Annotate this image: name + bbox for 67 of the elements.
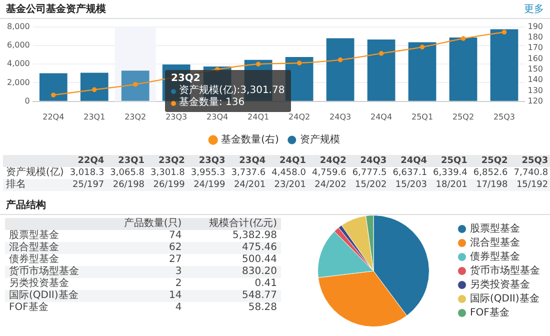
table-row: 混合型基金 62 475.46 xyxy=(5,242,281,254)
legend-label: 另类投资基金 xyxy=(470,278,530,291)
text: 0.41 xyxy=(254,278,278,290)
category-label: 股票型基金 xyxy=(9,230,59,241)
legend-label: FOF基金 xyxy=(470,306,510,319)
text: 4,458.0 xyxy=(270,167,307,179)
text: 更多 xyxy=(524,3,544,16)
x-tick-label: 22Q4 xyxy=(42,112,64,122)
text: 4 xyxy=(174,302,183,314)
text: 3,065.8 xyxy=(109,167,146,179)
legend-label: 债券型基金 xyxy=(470,250,520,263)
x-tick-label: 23Q1 xyxy=(84,112,106,122)
text: 3,955.3 xyxy=(190,167,226,179)
y2-tick-label: 120 xyxy=(528,96,544,106)
text: 6,339.4 xyxy=(432,167,468,179)
text: 3,018.3 xyxy=(68,167,106,179)
y2-tick-label: 190 xyxy=(528,22,544,31)
category-label: 债券型基金 xyxy=(9,254,59,265)
legend-label: 国际(QDII)基金 xyxy=(470,292,540,305)
text: 5,382.98 xyxy=(231,230,278,242)
y2-tick-label: 160 xyxy=(528,54,544,63)
y2-tick-label: 130 xyxy=(528,86,544,95)
y-tick-label: 6,000 xyxy=(6,40,30,50)
table-row: 货币市场型基金 3 830.20 xyxy=(5,266,281,278)
text: 74 xyxy=(168,230,183,242)
x-tick-label: 24Q2 xyxy=(288,112,310,122)
y2-tick-label: 180 xyxy=(528,32,544,42)
y-tick-label: 2,000 xyxy=(6,78,30,87)
x-tick-label: 25Q3 xyxy=(493,112,516,122)
text: 6,852.6 xyxy=(472,167,509,179)
legend-label: 基金数量(右) xyxy=(221,134,279,146)
x-tick-label: 25Q2 xyxy=(452,112,474,122)
text: 4,759.6 xyxy=(310,167,348,179)
text: 3,737.6 xyxy=(230,167,267,179)
x-tick-label: 24Q3 xyxy=(330,112,352,122)
legend-label: 货币市场型基金 xyxy=(470,264,540,277)
x-tick-label: 24Q4 xyxy=(370,112,392,122)
text: 500.44 xyxy=(241,254,278,266)
chart-title: 基金公司基金资产规模 xyxy=(6,2,106,16)
text: 6,637.1 xyxy=(392,167,428,179)
annotation: 23Q2 资产规模(亿):3,301.78 基金数量: 136 xyxy=(171,73,285,109)
y-tick-label: 8,000 xyxy=(6,22,30,31)
text: 资产规模(亿) xyxy=(5,167,65,178)
text: 58.28 xyxy=(247,302,278,314)
y-tick-label: 0 xyxy=(24,96,30,106)
table-row: 国际(QDII)基金 14 548.77 xyxy=(5,290,281,302)
category-label: 另类投资基金 xyxy=(9,278,69,289)
y2-tick-label: 150 xyxy=(528,64,544,74)
text: 6,777.5 xyxy=(351,167,388,179)
x-tick-label: 24Q1 xyxy=(248,112,270,122)
legend-label: 股票型基金 xyxy=(470,222,520,235)
tooltip-box: 23Q2 资产规模(亿):3,301.78 基金数量: 136 xyxy=(165,70,291,112)
y2-tick-label: 170 xyxy=(528,43,544,52)
text: 2 xyxy=(174,278,183,290)
x-tick-label: 23Q2 xyxy=(124,112,146,122)
legend-label: 资产规模 xyxy=(300,134,340,146)
text: 产品结构 xyxy=(6,198,46,212)
y2-tick-label: 140 xyxy=(528,75,544,84)
category-label: FOF基金 xyxy=(9,302,48,313)
x-tick-label: 23Q4 xyxy=(206,112,228,122)
text: 27 xyxy=(168,254,183,266)
legend-label: 混合型基金 xyxy=(470,236,520,249)
x-tick-label: 23Q3 xyxy=(166,112,188,122)
text: 7,740.8 xyxy=(512,167,550,179)
x-tick-label: 25Q1 xyxy=(411,112,434,122)
y-tick-label: 4,000 xyxy=(6,59,30,68)
text: 3,301.8 xyxy=(150,167,186,179)
